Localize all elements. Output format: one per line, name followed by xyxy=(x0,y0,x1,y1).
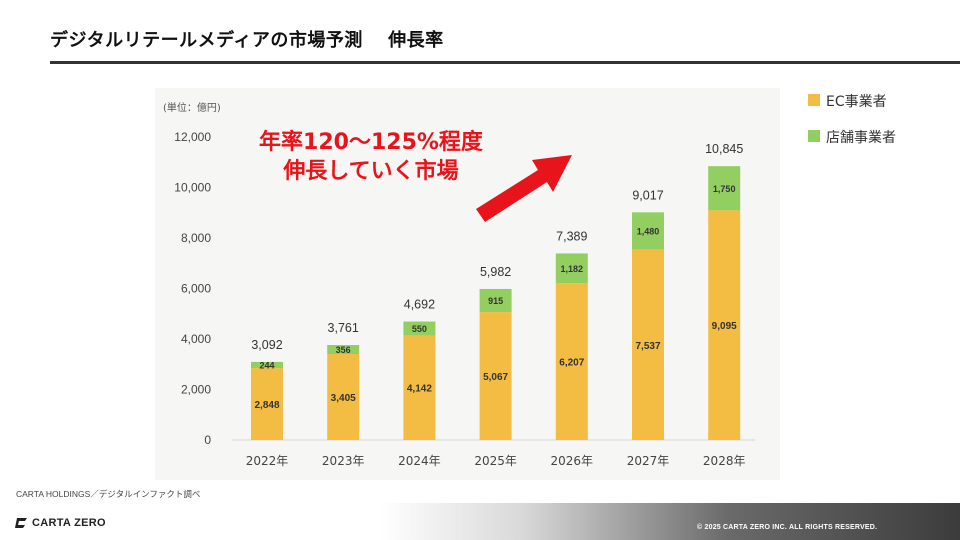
bar-ec xyxy=(708,210,741,440)
y-axis: 0 2,000 4,000 6,000 8,000 10,000 12,000 xyxy=(174,130,211,447)
legend-swatch xyxy=(808,94,820,106)
y-tick-label: 8,000 xyxy=(181,231,211,245)
data-label-store: 1,480 xyxy=(637,227,660,237)
x-tick-label: 2025年 xyxy=(474,454,517,468)
bar-store xyxy=(708,166,741,211)
logo-text: CARTA ZERO xyxy=(32,517,106,529)
data-label-store: 244 xyxy=(259,361,274,371)
total-label: 7,389 xyxy=(556,229,587,243)
y-tick-label: 10,000 xyxy=(174,181,211,195)
headline-line-1: 年率120～125%程度 xyxy=(259,130,483,155)
x-tick-label: 2022年 xyxy=(246,454,289,468)
data-label-ec: 3,405 xyxy=(331,393,356,404)
data-label-ec: 9,095 xyxy=(712,321,737,332)
x-tick-label: 2024年 xyxy=(398,454,441,468)
y-tick-label: 2,000 xyxy=(181,383,211,397)
total-label: 4,692 xyxy=(404,298,435,312)
total-label: 3,761 xyxy=(328,321,359,335)
bar-store xyxy=(403,321,436,336)
carta-zero-logo: CARTA ZERO xyxy=(14,515,106,531)
data-label-store: 550 xyxy=(412,324,427,334)
source-note: CARTA HOLDINGS／デジタルインファクト調べ xyxy=(16,489,201,499)
bar-ec xyxy=(403,335,436,440)
growth-arrow xyxy=(476,155,572,222)
data-label-store: 356 xyxy=(336,345,351,355)
bar-store xyxy=(479,288,512,313)
data-label-store: 1,750 xyxy=(713,184,736,194)
bar-store xyxy=(555,253,588,284)
data-label-store: 1,182 xyxy=(561,264,584,274)
bar-ec xyxy=(632,249,664,440)
x-tick-label: 2027年 xyxy=(627,454,670,468)
y-tick-label: 12,000 xyxy=(174,130,211,144)
bar-ec xyxy=(555,283,588,440)
bar-series: 2,848 244 3,092 2022年 3,405 356 3,761 2023年 4,14… xyxy=(246,142,746,468)
data-label-ec: 5,067 xyxy=(483,372,508,383)
data-label-ec: 4,142 xyxy=(407,384,432,395)
total-label: 3,092 xyxy=(251,338,282,352)
total-label: 9,017 xyxy=(632,188,663,202)
data-label-ec: 7,537 xyxy=(635,341,660,352)
y-tick-label: 0 xyxy=(204,433,211,447)
legend-swatch xyxy=(808,130,820,142)
bar-store xyxy=(251,361,283,369)
bar-ec xyxy=(327,354,360,440)
legend-label: 店舗事業者 xyxy=(826,130,896,146)
x-tick-label: 2028年 xyxy=(703,454,746,468)
arrow-shape xyxy=(476,155,572,222)
page-title: デジタルリテールメディアの市場予測 伸長率 xyxy=(50,30,444,51)
unit-label: (単位：億円) xyxy=(163,101,221,114)
bar-ec xyxy=(479,312,512,440)
y-tick-label: 6,000 xyxy=(181,282,211,296)
x-tick-label: 2026年 xyxy=(551,454,594,468)
footer-gradient-band xyxy=(380,503,960,540)
x-tick-label: 2023年 xyxy=(322,454,365,468)
copyright-text: © 2025 CARTA ZERO INC. ALL RIGHTS RESERV… xyxy=(697,524,878,531)
data-label-ec: 2,848 xyxy=(254,400,279,411)
total-label: 10,845 xyxy=(705,142,743,156)
bar-store xyxy=(632,212,664,250)
legend-label: EC事業者 xyxy=(826,94,887,110)
bar-ec xyxy=(251,368,283,440)
total-label: 5,982 xyxy=(480,265,511,279)
title-divider xyxy=(50,61,960,64)
logo-mark-icon xyxy=(15,518,27,528)
data-label-store: 915 xyxy=(488,296,503,306)
headline-line-2: 伸長していく市場 xyxy=(283,159,459,184)
growth-headline: 年率120～125%程度 伸長していく市場 xyxy=(226,128,516,186)
y-tick-label: 4,000 xyxy=(181,332,211,346)
bar-store xyxy=(327,345,360,355)
data-label-ec: 6,207 xyxy=(559,358,584,369)
